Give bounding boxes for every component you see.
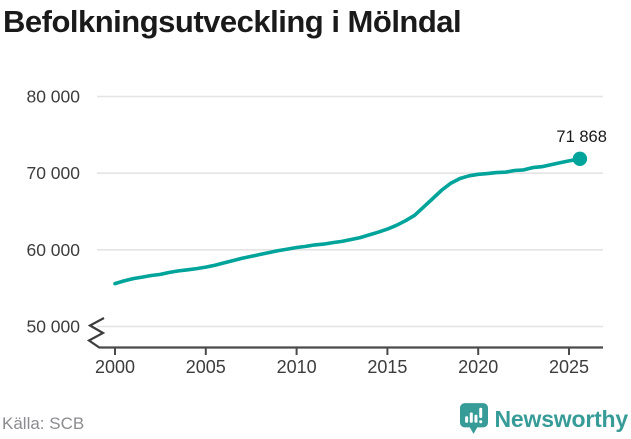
- bar-1: [464, 416, 468, 423]
- chart-footer: Källa: SCB Newsworthy: [0, 395, 631, 439]
- x-tick-label-2010: 2010: [277, 357, 317, 377]
- axis-break-icon: [86, 317, 106, 349]
- latest-value-label: 71 868: [556, 128, 606, 146]
- x-tick-label-2020: 2020: [458, 357, 498, 377]
- population-line: [113, 157, 582, 286]
- y-tick-label-70000: 70 000: [26, 163, 80, 183]
- x-tick-label-2000: 2000: [95, 357, 135, 377]
- population-line-chart: 50 000 60 000 70 000 80 000 2000 2005 2010 2015…: [26, 87, 606, 378]
- y-tick-label-80000: 80 000: [26, 87, 80, 107]
- bar-3: [473, 414, 477, 423]
- bubble-shape: [459, 403, 488, 434]
- bar-2: [469, 412, 473, 423]
- exclamation-dot: [478, 420, 482, 424]
- latest-value-dot: [572, 151, 588, 167]
- x-tick-label-2005: 2005: [186, 357, 226, 377]
- chart-title: Befolkningsutveckling i Mölndal: [3, 4, 462, 39]
- source-credit: Källa: SCB: [2, 414, 85, 433]
- exclamation-bar: [478, 407, 482, 419]
- newsworthy-logo: Newsworthy: [459, 403, 629, 435]
- newsworthy-wordmark: Newsworthy: [494, 405, 629, 432]
- newsworthy-speech-bubble-icon: [459, 403, 488, 434]
- y-tick-label-60000: 60 000: [26, 240, 80, 260]
- x-tick-label-2015: 2015: [367, 357, 407, 377]
- x-tick-label-2025: 2025: [549, 357, 589, 377]
- y-tick-label-50000: 50 000: [26, 317, 80, 337]
